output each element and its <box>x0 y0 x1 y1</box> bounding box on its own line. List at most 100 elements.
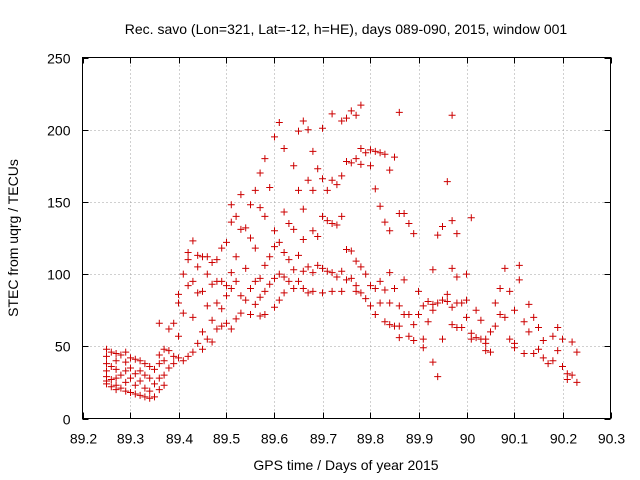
data-point <box>141 393 149 401</box>
data-point <box>208 280 216 288</box>
data-point <box>525 328 533 336</box>
data-point <box>367 282 374 290</box>
data-point <box>194 263 202 271</box>
data-point <box>357 160 365 168</box>
data-point <box>376 149 384 157</box>
data-point <box>189 277 197 285</box>
data-point <box>237 292 245 300</box>
data-point <box>352 287 360 295</box>
data-point <box>448 217 456 225</box>
data-point <box>400 209 408 217</box>
data-point <box>127 374 134 382</box>
data-point <box>530 350 538 358</box>
data-point <box>515 261 523 269</box>
data-point <box>165 347 173 355</box>
data-point <box>424 298 432 306</box>
data-point <box>376 202 384 210</box>
data-point <box>175 332 182 340</box>
data-point <box>304 289 312 297</box>
x-tick-label: 90.3 <box>598 431 625 447</box>
data-point <box>285 220 293 228</box>
data-point <box>131 370 139 378</box>
data-point <box>112 350 120 358</box>
data-point <box>328 176 336 184</box>
data-point <box>170 352 178 360</box>
data-point <box>242 264 250 272</box>
data-point <box>275 296 283 304</box>
data-point <box>160 345 168 353</box>
data-point <box>290 162 298 170</box>
data-point <box>227 218 235 226</box>
data-point <box>347 107 355 115</box>
data-point <box>482 339 490 347</box>
data-point <box>237 225 245 233</box>
data-point <box>386 227 394 235</box>
data-point <box>266 280 274 288</box>
data-point <box>271 274 278 282</box>
data-points <box>103 101 581 402</box>
data-point <box>141 371 149 379</box>
data-point <box>261 261 269 269</box>
data-point <box>247 201 254 209</box>
data-point <box>333 221 341 229</box>
data-point <box>218 322 226 330</box>
data-point <box>535 345 542 353</box>
data-point <box>347 274 355 282</box>
data-point <box>482 347 490 355</box>
data-point <box>160 371 168 379</box>
data-point <box>247 285 254 293</box>
data-point <box>103 360 110 368</box>
data-point <box>463 270 470 278</box>
data-point <box>357 289 365 297</box>
data-point <box>491 322 499 330</box>
data-point <box>434 231 442 239</box>
data-point <box>376 277 384 285</box>
data-point <box>160 357 168 365</box>
data-point <box>568 338 576 346</box>
data-point <box>319 175 326 183</box>
data-point <box>179 270 187 278</box>
data-point <box>213 256 221 264</box>
data-point <box>117 351 125 359</box>
data-point <box>554 324 562 332</box>
data-point <box>347 247 355 255</box>
data-point <box>194 251 202 259</box>
data-point <box>170 319 178 327</box>
data-point <box>415 287 422 295</box>
data-point <box>107 363 115 371</box>
data-point <box>203 270 211 278</box>
data-point <box>496 285 504 293</box>
data-point <box>309 147 317 155</box>
data-point <box>443 178 451 186</box>
data-point <box>328 269 336 277</box>
data-point <box>103 345 110 353</box>
data-point <box>453 273 461 281</box>
data-point <box>266 183 274 191</box>
data-point <box>467 214 475 222</box>
data-point <box>194 289 202 297</box>
data-point <box>381 286 389 294</box>
data-point <box>103 380 110 388</box>
data-point <box>304 263 312 271</box>
data-point <box>280 208 288 216</box>
data-point <box>237 309 245 317</box>
data-point <box>131 355 139 363</box>
data-point <box>410 337 418 345</box>
data-point <box>266 253 274 261</box>
data-point <box>304 176 312 184</box>
data-point <box>506 287 514 295</box>
chart-title: Rec. savo (Lon=321, Lat=-12, h=HE), days… <box>125 21 568 37</box>
data-point <box>549 357 557 365</box>
data-point <box>136 377 144 385</box>
data-point <box>175 354 182 362</box>
data-point <box>419 302 427 310</box>
data-point <box>371 285 379 293</box>
x-tick-label: 89.5 <box>213 431 240 447</box>
data-point <box>184 352 192 360</box>
data-point <box>333 181 341 189</box>
data-point <box>232 253 240 261</box>
data-point <box>256 204 264 212</box>
data-point <box>371 185 379 193</box>
data-point <box>290 266 298 274</box>
data-point <box>328 287 336 295</box>
